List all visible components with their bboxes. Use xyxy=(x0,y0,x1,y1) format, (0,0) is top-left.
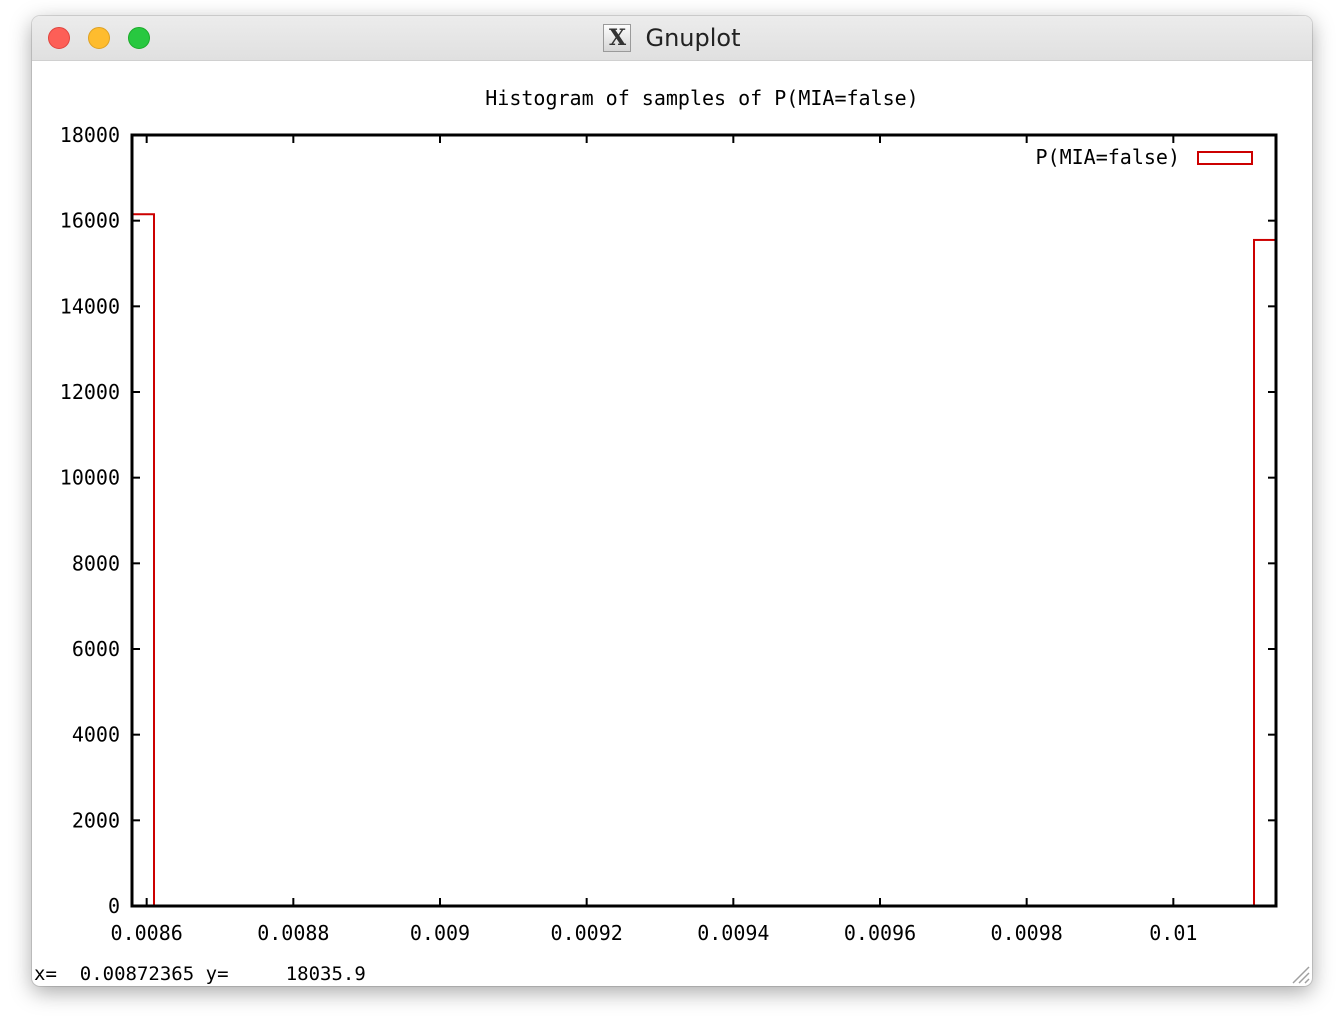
histogram-bar xyxy=(131,213,155,908)
status-x-value: 0.00872365 xyxy=(79,963,195,985)
x-ticks-group: 0.0086 0.0088 0.009 0.0092 0.0094 0.0096 0.009… xyxy=(111,135,1197,945)
title-bar[interactable]: X Gnuplot xyxy=(32,16,1312,61)
y-tick-label: 12000 xyxy=(60,380,120,404)
chart-title: Histogram of samples of P(MIA=false) xyxy=(485,86,918,110)
x-tick-label: 0.0096 xyxy=(844,921,916,945)
y-tick-label: 16000 xyxy=(60,209,120,233)
bars-group xyxy=(131,213,1277,908)
status-x-label: x= xyxy=(34,963,57,985)
maximize-button[interactable] xyxy=(128,27,150,49)
gnuplot-window: X Gnuplot Histogram of samples of P(MIA=… xyxy=(32,16,1312,986)
minimize-button[interactable] xyxy=(88,27,110,49)
legend: P(MIA=false) xyxy=(1036,145,1253,169)
x11-icon: X xyxy=(603,24,632,52)
y-tick-label: 10000 xyxy=(60,466,120,490)
legend-label: P(MIA=false) xyxy=(1036,145,1181,169)
y-tick-label: 4000 xyxy=(72,723,120,747)
window-title: Gnuplot xyxy=(645,24,741,52)
status-y-label: y= xyxy=(205,963,229,985)
x-tick-label: 0.0092 xyxy=(551,921,623,945)
x-tick-label: 0.01 xyxy=(1149,921,1197,945)
x-tick-label: 0.009 xyxy=(410,921,470,945)
title-group: X Gnuplot xyxy=(32,16,1312,60)
resize-grip-icon[interactable] xyxy=(1288,962,1310,984)
status-y-value: 18035.9 xyxy=(285,963,366,985)
y-tick-label: 2000 xyxy=(72,808,120,832)
plot-border xyxy=(130,133,1278,908)
close-button[interactable] xyxy=(48,27,70,49)
x-tick-label: 0.0088 xyxy=(257,921,329,945)
coordinate-readout: x= 0.00872365 y= 18035.9 xyxy=(34,963,366,985)
x-tick-label: 0.0094 xyxy=(697,921,769,945)
y-tick-label: 6000 xyxy=(72,637,120,661)
plot-area[interactable]: Histogram of samples of P(MIA=false) 0 20… xyxy=(32,60,1312,960)
x-tick-label: 0.0098 xyxy=(991,921,1063,945)
y-ticks-group: 0 2000 4000 6000 8000 10000 12000 14000 16000 180… xyxy=(60,123,1276,918)
histogram-bar xyxy=(1253,238,1277,908)
y-tick-label: 14000 xyxy=(60,294,120,318)
legend-swatch xyxy=(1197,151,1253,165)
y-tick-label: 18000 xyxy=(60,123,120,147)
y-tick-label: 8000 xyxy=(72,551,120,575)
x-tick-label: 0.0086 xyxy=(111,921,183,945)
y-tick-label: 0 xyxy=(108,894,120,918)
